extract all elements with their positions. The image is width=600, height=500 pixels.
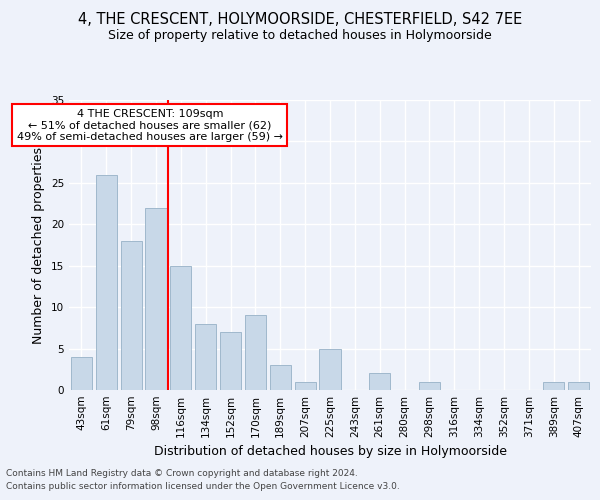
Bar <box>170 266 191 390</box>
Bar <box>245 316 266 390</box>
Bar <box>220 332 241 390</box>
Bar <box>145 208 167 390</box>
Text: Size of property relative to detached houses in Holymoorside: Size of property relative to detached ho… <box>108 29 492 42</box>
Bar <box>319 348 341 390</box>
Bar <box>295 382 316 390</box>
Y-axis label: Number of detached properties: Number of detached properties <box>32 146 46 344</box>
Bar <box>71 357 92 390</box>
Text: 4 THE CRESCENT: 109sqm
← 51% of detached houses are smaller (62)
49% of semi-det: 4 THE CRESCENT: 109sqm ← 51% of detached… <box>17 108 283 142</box>
Bar <box>568 382 589 390</box>
X-axis label: Distribution of detached houses by size in Holymoorside: Distribution of detached houses by size … <box>154 446 506 458</box>
Bar <box>369 374 390 390</box>
Bar <box>270 365 291 390</box>
Text: 4, THE CRESCENT, HOLYMOORSIDE, CHESTERFIELD, S42 7EE: 4, THE CRESCENT, HOLYMOORSIDE, CHESTERFI… <box>78 12 522 28</box>
Bar <box>96 174 117 390</box>
Bar <box>543 382 564 390</box>
Bar <box>419 382 440 390</box>
Bar <box>195 324 216 390</box>
Text: Contains public sector information licensed under the Open Government Licence v3: Contains public sector information licen… <box>6 482 400 491</box>
Bar <box>121 241 142 390</box>
Text: Contains HM Land Registry data © Crown copyright and database right 2024.: Contains HM Land Registry data © Crown c… <box>6 468 358 477</box>
